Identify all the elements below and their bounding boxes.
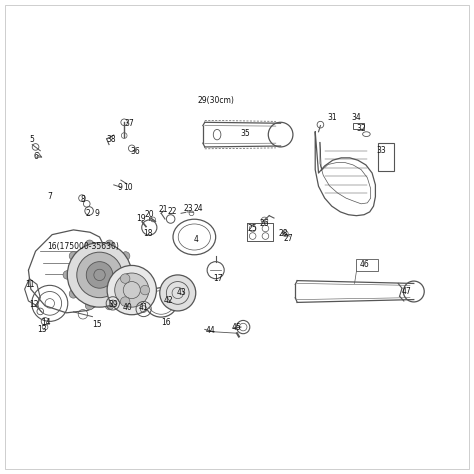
Text: 45: 45 (232, 323, 242, 331)
Text: 24: 24 (193, 204, 203, 213)
Text: 33: 33 (377, 146, 386, 155)
Circle shape (160, 275, 196, 311)
Text: 14: 14 (42, 318, 51, 327)
Text: 8: 8 (81, 195, 85, 203)
Text: 28: 28 (278, 229, 288, 237)
Circle shape (121, 252, 130, 260)
Text: 19: 19 (137, 215, 146, 223)
Text: 10: 10 (123, 183, 133, 191)
Text: 11: 11 (25, 280, 35, 289)
Text: 37: 37 (124, 119, 134, 128)
Text: 27: 27 (283, 234, 293, 243)
Text: 12: 12 (29, 301, 39, 309)
Circle shape (63, 271, 72, 279)
Circle shape (128, 271, 136, 279)
Circle shape (115, 273, 149, 307)
Circle shape (69, 290, 78, 298)
Circle shape (67, 243, 132, 307)
Text: 5: 5 (30, 136, 35, 144)
Circle shape (120, 274, 130, 283)
Text: 9: 9 (118, 183, 122, 191)
Text: 16(175000-35630): 16(175000-35630) (47, 242, 119, 251)
Text: 4: 4 (193, 235, 198, 244)
Text: 25: 25 (248, 224, 257, 233)
Text: 35: 35 (240, 129, 250, 138)
Circle shape (120, 297, 130, 306)
Text: 34: 34 (352, 113, 361, 122)
Text: 41: 41 (139, 303, 148, 311)
Text: 46: 46 (359, 260, 369, 268)
Text: 6: 6 (33, 152, 38, 161)
Text: 16: 16 (161, 318, 171, 327)
Circle shape (85, 240, 94, 248)
Text: 40: 40 (123, 303, 133, 311)
Text: 22: 22 (167, 208, 177, 216)
Text: 9: 9 (95, 209, 100, 218)
Text: 2: 2 (85, 209, 90, 218)
Text: 36: 36 (130, 147, 140, 156)
Circle shape (140, 285, 150, 295)
Text: 31: 31 (327, 113, 337, 122)
Text: 23: 23 (184, 204, 193, 213)
Text: 29(30cm): 29(30cm) (197, 97, 234, 105)
Text: 38: 38 (107, 136, 116, 144)
Text: 13: 13 (37, 325, 46, 334)
Circle shape (121, 290, 130, 298)
Bar (378, 143, 394, 171)
Text: 32: 32 (356, 125, 366, 133)
Text: 15: 15 (92, 320, 102, 329)
Text: 21: 21 (159, 205, 168, 214)
Text: 20: 20 (145, 210, 154, 219)
Text: 26: 26 (260, 219, 269, 228)
Text: 17: 17 (213, 274, 223, 283)
Text: 42: 42 (164, 296, 173, 304)
Circle shape (77, 252, 122, 298)
Text: 7: 7 (47, 192, 52, 201)
Circle shape (105, 240, 114, 248)
Bar (356, 259, 378, 271)
Circle shape (107, 265, 156, 315)
Text: 47: 47 (402, 287, 411, 296)
Text: 18: 18 (143, 229, 153, 238)
Text: 43: 43 (177, 289, 186, 297)
Text: 39: 39 (108, 300, 118, 309)
Circle shape (86, 262, 113, 288)
Text: 44: 44 (206, 327, 216, 335)
Circle shape (69, 252, 78, 260)
Circle shape (85, 301, 94, 310)
Circle shape (105, 301, 114, 310)
